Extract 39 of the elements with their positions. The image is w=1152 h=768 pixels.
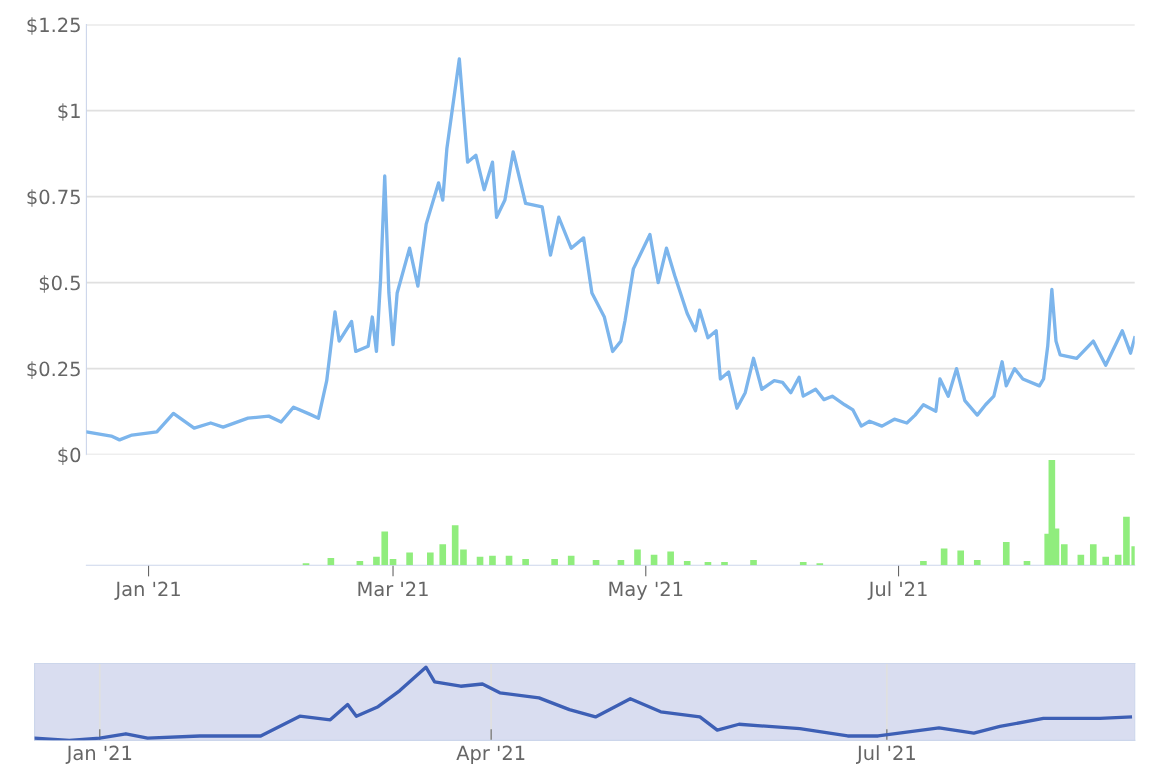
x-tick-label: Apr '21 [456, 745, 525, 765]
y-tick-label: $0.25 [27, 361, 80, 379]
bar [1123, 516, 1130, 566]
bar [1089, 544, 1097, 566]
bar [721, 562, 728, 566]
bar [634, 549, 641, 566]
bar [551, 558, 558, 566]
bar [667, 551, 674, 566]
bar [427, 552, 434, 566]
bar [750, 559, 757, 566]
bar [973, 559, 981, 566]
x-tick-label: Mar '21 [358, 581, 428, 597]
bar [489, 555, 496, 566]
y-tick-label: $1.25 [27, 17, 80, 35]
bar [1102, 556, 1110, 566]
bar [816, 563, 824, 566]
y-tick-label: $0 [58, 447, 81, 465]
bar [522, 558, 529, 566]
bar [460, 549, 467, 566]
bar [439, 544, 447, 566]
y-tick-label: $0.75 [27, 189, 80, 207]
bar [567, 555, 575, 566]
bar [799, 562, 807, 566]
line-series [86, 57, 1135, 442]
bar [1060, 544, 1068, 566]
bar [451, 525, 459, 566]
x-tick-label: Jan '21 [114, 581, 180, 600]
y-tick-label: $1 [58, 103, 80, 121]
bar [920, 561, 927, 566]
bar [683, 561, 691, 566]
y-tick-label: $0.5 [39, 275, 80, 293]
x-tick-label: May '21 [609, 581, 683, 601]
bar [940, 548, 948, 566]
x-tick-label: Jul '21 [855, 745, 915, 764]
bar [406, 552, 413, 566]
bar [957, 550, 965, 566]
x-tick-label: Jul '21 [867, 581, 927, 600]
bar [1002, 542, 1010, 566]
x-tick-label: Jan '21 [65, 745, 132, 764]
